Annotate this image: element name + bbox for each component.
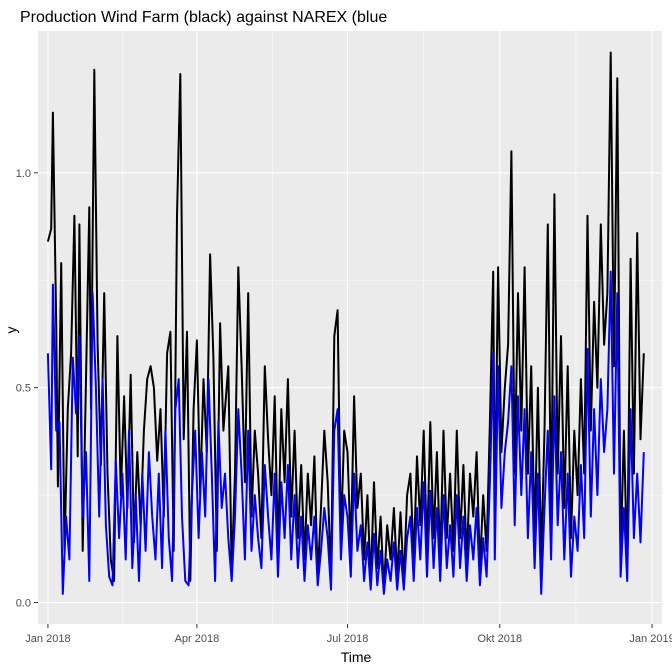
chart-title: Production Wind Farm (black) against NAR… [20, 9, 387, 26]
y-tick-label: 0.5 [16, 383, 31, 395]
x-tick-label: Jan 2019 [629, 633, 672, 645]
x-axis: Jan 2018 Apr 2018 Jul 2018 Okt 2018 Jan 2019 [25, 624, 672, 645]
series-layer [46, 51, 645, 595]
x-tick-label: Okt 2018 [477, 633, 522, 645]
minor-gridlines [38, 31, 662, 624]
x-tick-label: Jul 2018 [327, 633, 369, 645]
x-tick-label: Jan 2018 [25, 633, 70, 645]
series-line-narex [46, 270, 645, 595]
x-axis-title: Time [341, 649, 372, 665]
y-axis: 0.0 0.5 1.0 [16, 168, 38, 610]
y-tick-label: 1.0 [16, 168, 31, 180]
x-tick-label: Apr 2018 [175, 633, 220, 645]
y-tick-label: 0.0 [16, 598, 31, 610]
y-axis-title: y [3, 327, 19, 334]
